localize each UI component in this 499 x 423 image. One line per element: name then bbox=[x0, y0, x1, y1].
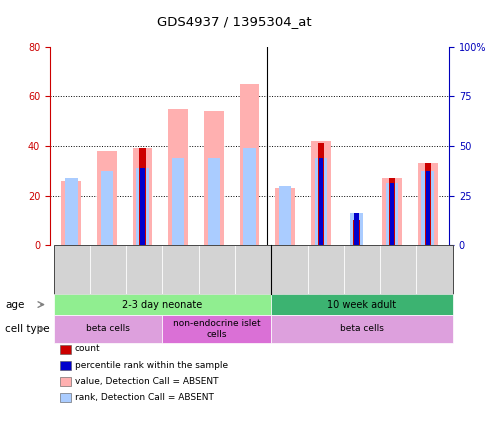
Bar bbox=[353, 220, 360, 245]
Text: beta cells: beta cells bbox=[86, 324, 130, 333]
Bar bbox=[317, 143, 324, 245]
Bar bbox=[169, 109, 188, 245]
Bar bbox=[319, 158, 323, 245]
Bar bbox=[97, 151, 117, 245]
Bar bbox=[65, 178, 77, 245]
Bar bbox=[140, 168, 145, 245]
Bar bbox=[61, 181, 81, 245]
Bar bbox=[279, 186, 291, 245]
Bar bbox=[382, 178, 402, 245]
Bar bbox=[389, 178, 395, 245]
Bar bbox=[354, 213, 359, 245]
Bar bbox=[386, 183, 398, 245]
Bar bbox=[208, 158, 220, 245]
Text: cell type: cell type bbox=[5, 324, 49, 334]
Bar bbox=[139, 148, 146, 245]
Text: 2-3 day neonate: 2-3 day neonate bbox=[122, 299, 203, 310]
Bar bbox=[101, 171, 113, 245]
Bar bbox=[172, 158, 185, 245]
Text: count: count bbox=[75, 344, 100, 354]
Text: rank, Detection Call = ABSENT: rank, Detection Call = ABSENT bbox=[75, 393, 214, 402]
Bar bbox=[422, 171, 434, 245]
Bar bbox=[240, 84, 259, 245]
Bar bbox=[133, 148, 152, 245]
Bar bbox=[350, 213, 363, 245]
Bar bbox=[311, 141, 330, 245]
Bar bbox=[390, 183, 394, 245]
Text: 10 week adult: 10 week adult bbox=[327, 299, 397, 310]
Text: non-endocrine islet
cells: non-endocrine islet cells bbox=[173, 319, 260, 338]
Bar bbox=[204, 111, 224, 245]
Text: value, Detection Call = ABSENT: value, Detection Call = ABSENT bbox=[75, 376, 219, 386]
Bar bbox=[426, 171, 430, 245]
Text: GDS4937 / 1395304_at: GDS4937 / 1395304_at bbox=[157, 15, 312, 28]
Bar bbox=[418, 163, 438, 245]
Text: beta cells: beta cells bbox=[340, 324, 384, 333]
Bar bbox=[136, 168, 149, 245]
Bar bbox=[314, 158, 327, 245]
Text: age: age bbox=[5, 299, 24, 310]
Bar bbox=[425, 163, 431, 245]
Bar bbox=[244, 148, 256, 245]
Bar bbox=[275, 188, 295, 245]
Text: percentile rank within the sample: percentile rank within the sample bbox=[75, 360, 228, 370]
